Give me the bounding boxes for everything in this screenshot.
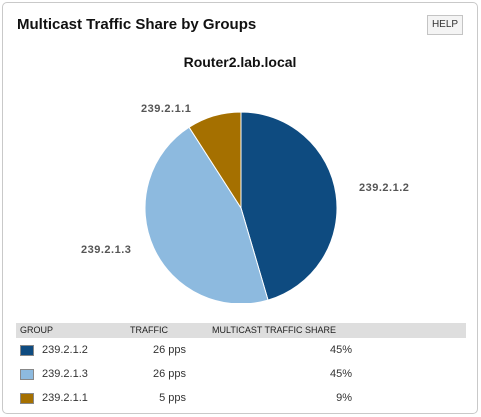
legend-swatch (20, 345, 34, 356)
share-cell: 9% (336, 392, 352, 404)
group-cell: 239.2.1.3 (42, 368, 88, 380)
group-cell: 239.2.1.1 (42, 392, 88, 404)
column-header-traffic: TRAFFIC (130, 325, 168, 335)
traffic-table: GROUP TRAFFIC MULTICAST TRAFFIC SHARE 23… (16, 323, 466, 410)
traffic-cell: 5 pps (159, 392, 186, 404)
panel-title: Multicast Traffic Share by Groups (17, 16, 257, 33)
pie-slice[interactable] (188, 111, 242, 210)
pie-slice[interactable] (240, 111, 338, 301)
pie-slice[interactable] (144, 126, 269, 303)
chart-title: Router2.lab.local (183, 54, 297, 70)
group-cell: 239.2.1.2 (42, 344, 88, 356)
slice-label: 239.2.1.3 (81, 244, 131, 256)
pie-chart: 239.2.1.2 239.2.1.3 239.2.1.1 (81, 103, 409, 303)
multicast-traffic-panel: Multicast Traffic Share by Groups HELP R… (2, 2, 478, 414)
table-row: 239.2.1.2 26 pps 45% (16, 342, 466, 362)
share-cell: 45% (329, 368, 352, 380)
column-header-share: MULTICAST TRAFFIC SHARE (212, 325, 337, 335)
table-row: 239.2.1.1 5 pps 9% (16, 390, 466, 410)
traffic-cell: 26 pps (152, 344, 186, 356)
share-cell: 45% (329, 344, 352, 356)
column-header-group: GROUP (20, 325, 54, 335)
help-button[interactable]: HELP (427, 15, 463, 35)
traffic-cell: 26 pps (152, 368, 186, 380)
legend-swatch (20, 369, 34, 380)
table-header: GROUP TRAFFIC MULTICAST TRAFFIC SHARE (16, 323, 466, 338)
slice-label: 239.2.1.1 (141, 103, 191, 115)
slice-label: 239.2.1.2 (359, 182, 409, 194)
legend-swatch (20, 393, 34, 404)
table-row: 239.2.1.3 26 pps 45% (16, 366, 466, 386)
